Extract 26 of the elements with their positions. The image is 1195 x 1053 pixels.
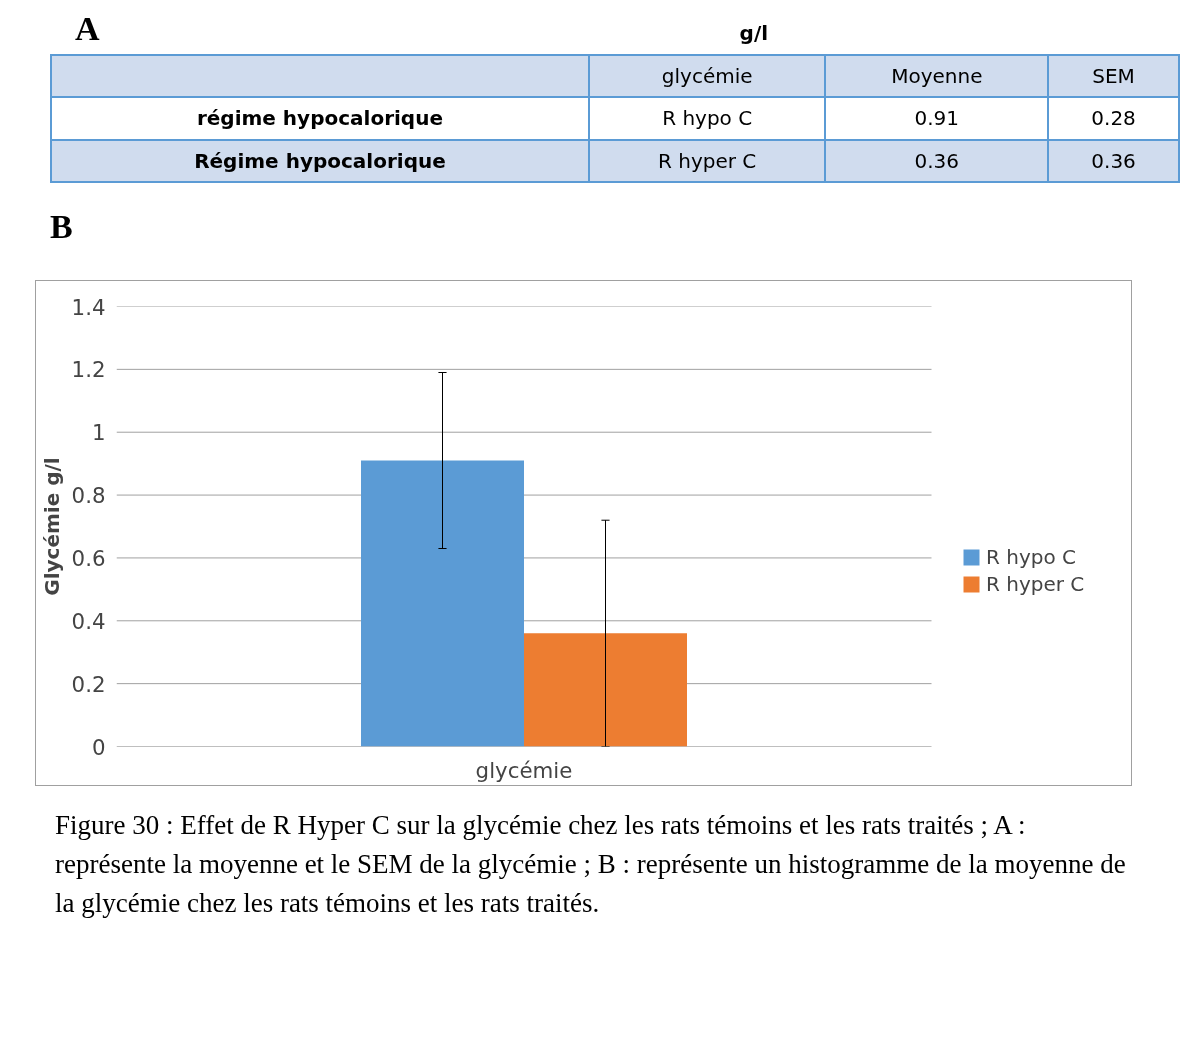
text: Régime hypocalorique — [51, 139, 589, 183]
legend-label: R hypo C — [986, 545, 1077, 569]
y-tick-label: 1.2 — [71, 357, 106, 383]
y-tick-label: 0.8 — [71, 483, 106, 509]
text: A — [75, 9, 100, 49]
y-tick-label: 1 — [91, 420, 106, 446]
y-axis-title: Glycémie g/l — [39, 457, 64, 596]
text: 0.28 — [1048, 97, 1179, 140]
text: SEM — [1048, 54, 1179, 98]
text: 0.91 — [825, 97, 1049, 140]
y-tick-label: 0 — [91, 734, 106, 760]
text: g/l — [739, 20, 769, 47]
text: R hyper C — [588, 139, 826, 183]
text: 0.36 — [825, 139, 1049, 183]
text: R hypo C — [588, 97, 826, 140]
y-tick-label: 0.2 — [71, 671, 106, 697]
text: B — [50, 207, 74, 248]
y-tick-label: 0.6 — [71, 545, 106, 571]
text: régime hypocalorique — [51, 97, 589, 140]
text: 0.36 — [1048, 139, 1179, 183]
text: Moyenne — [825, 54, 1049, 98]
caption: Figure 30 : Effet de R Hyper C sur la glycémie chez les rats témoins et les rats traités ; A : représente la moyenne et le SEM de la glycémie ; B : représente un histogramme de la moyenne de la glycémie chez les rats témoins et les rats traités. — [55, 809, 1127, 921]
text: glycémie — [588, 54, 826, 98]
legend-label: R hyper C — [986, 572, 1085, 596]
y-tick-label: 0.4 — [71, 608, 106, 634]
y-tick-label: 1.4 — [71, 294, 106, 320]
